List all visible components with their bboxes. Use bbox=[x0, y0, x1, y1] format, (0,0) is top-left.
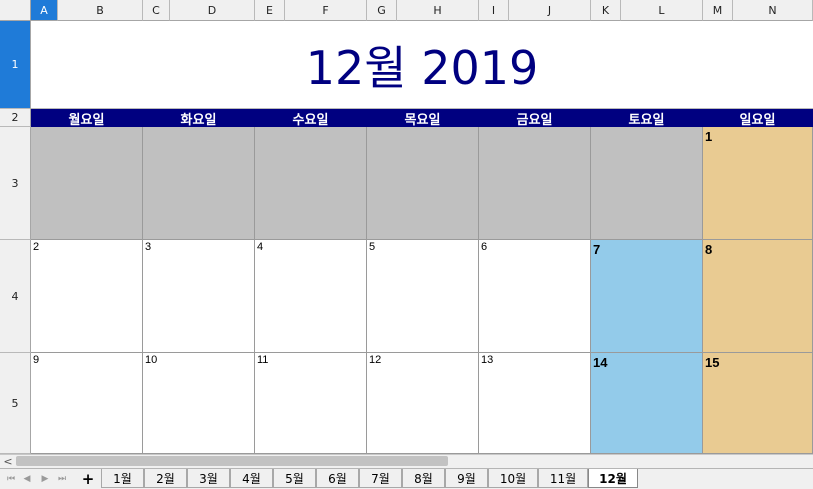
empty-day-cell[interactable] bbox=[591, 127, 703, 240]
day-cell[interactable]: 3 bbox=[143, 240, 255, 353]
sheet-tab[interactable]: 8월 bbox=[402, 469, 445, 488]
weekday-header: 일요일 bbox=[703, 109, 813, 128]
sheet-tab[interactable]: 1월 bbox=[101, 469, 144, 488]
sheet-tab[interactable]: 6월 bbox=[316, 469, 359, 488]
column-header-c[interactable]: C bbox=[143, 0, 170, 21]
first-sheet-icon[interactable]: ⏮ bbox=[6, 474, 16, 484]
select-all-corner[interactable] bbox=[0, 0, 31, 21]
day-cell[interactable]: 4 bbox=[255, 240, 367, 353]
day-cell[interactable]: 6 bbox=[479, 240, 591, 353]
day-cell[interactable]: 5 bbox=[367, 240, 479, 353]
empty-day-cell[interactable] bbox=[31, 127, 143, 240]
scroll-left-arrow-icon[interactable]: < bbox=[3, 454, 13, 468]
sheet-tab[interactable]: 4월 bbox=[230, 469, 273, 488]
day-cell[interactable]: 15 bbox=[703, 353, 813, 454]
column-header-j[interactable]: J bbox=[509, 0, 591, 21]
row-header-3[interactable]: 3 bbox=[0, 127, 31, 240]
column-header-i[interactable]: I bbox=[479, 0, 509, 21]
empty-day-cell[interactable] bbox=[479, 127, 591, 240]
calendar-title[interactable]: 12월 2019 bbox=[31, 21, 813, 109]
row-header-2[interactable]: 2 bbox=[0, 109, 31, 127]
weekday-header: 목요일 bbox=[367, 109, 479, 128]
day-cell[interactable]: 10 bbox=[143, 353, 255, 454]
column-header-e[interactable]: E bbox=[255, 0, 285, 21]
column-header-k[interactable]: K bbox=[591, 0, 621, 21]
column-header-f[interactable]: F bbox=[285, 0, 367, 21]
sheet-tab[interactable]: 12월 bbox=[588, 469, 638, 488]
day-cell[interactable]: 1 bbox=[703, 127, 813, 240]
sheet-tab[interactable]: 9월 bbox=[445, 469, 488, 488]
day-cell[interactable]: 9 bbox=[31, 353, 143, 454]
weekday-header: 화요일 bbox=[143, 109, 255, 128]
sheet-tab[interactable]: 3월 bbox=[187, 469, 230, 488]
column-header-d[interactable]: D bbox=[170, 0, 255, 21]
column-header-a[interactable]: A bbox=[31, 0, 58, 21]
day-cell[interactable]: 2 bbox=[31, 240, 143, 353]
sheet-tab[interactable]: 2월 bbox=[144, 469, 187, 488]
empty-day-cell[interactable] bbox=[255, 127, 367, 240]
day-cell[interactable]: 11 bbox=[255, 353, 367, 454]
sheet-tab[interactable]: 7월 bbox=[359, 469, 402, 488]
horizontal-scroll-thumb[interactable] bbox=[16, 456, 448, 466]
day-cell[interactable]: 12 bbox=[367, 353, 479, 454]
weekday-header: 월요일 bbox=[31, 109, 143, 128]
day-cell[interactable]: 13 bbox=[479, 353, 591, 454]
weekday-header: 토요일 bbox=[591, 109, 703, 128]
column-header-m[interactable]: M bbox=[703, 0, 733, 21]
row-header-1[interactable]: 1 bbox=[0, 21, 31, 109]
column-header-b[interactable]: B bbox=[58, 0, 143, 21]
weekday-header: 수요일 bbox=[255, 109, 367, 128]
day-cell[interactable]: 14 bbox=[591, 353, 703, 454]
empty-day-cell[interactable] bbox=[143, 127, 255, 240]
add-sheet-icon[interactable]: + bbox=[81, 469, 95, 488]
row-header-5[interactable]: 5 bbox=[0, 353, 31, 454]
column-header-g[interactable]: G bbox=[367, 0, 397, 21]
next-sheet-icon[interactable]: ▶ bbox=[41, 474, 49, 484]
empty-day-cell[interactable] bbox=[367, 127, 479, 240]
column-header-l[interactable]: L bbox=[621, 0, 703, 21]
sheet-tab[interactable]: 10월 bbox=[488, 469, 538, 488]
row-header-4[interactable]: 4 bbox=[0, 240, 31, 353]
day-cell[interactable]: 8 bbox=[703, 240, 813, 353]
weekday-header: 금요일 bbox=[479, 109, 591, 128]
sheet-tab[interactable]: 5월 bbox=[273, 469, 316, 488]
last-sheet-icon[interactable]: ⏭ bbox=[57, 474, 67, 484]
previous-sheet-icon[interactable]: ◀ bbox=[23, 474, 31, 484]
sheet-tab[interactable]: 11월 bbox=[538, 469, 588, 488]
column-header-n[interactable]: N bbox=[733, 0, 813, 21]
column-header-h[interactable]: H bbox=[397, 0, 479, 21]
day-cell[interactable]: 7 bbox=[591, 240, 703, 353]
